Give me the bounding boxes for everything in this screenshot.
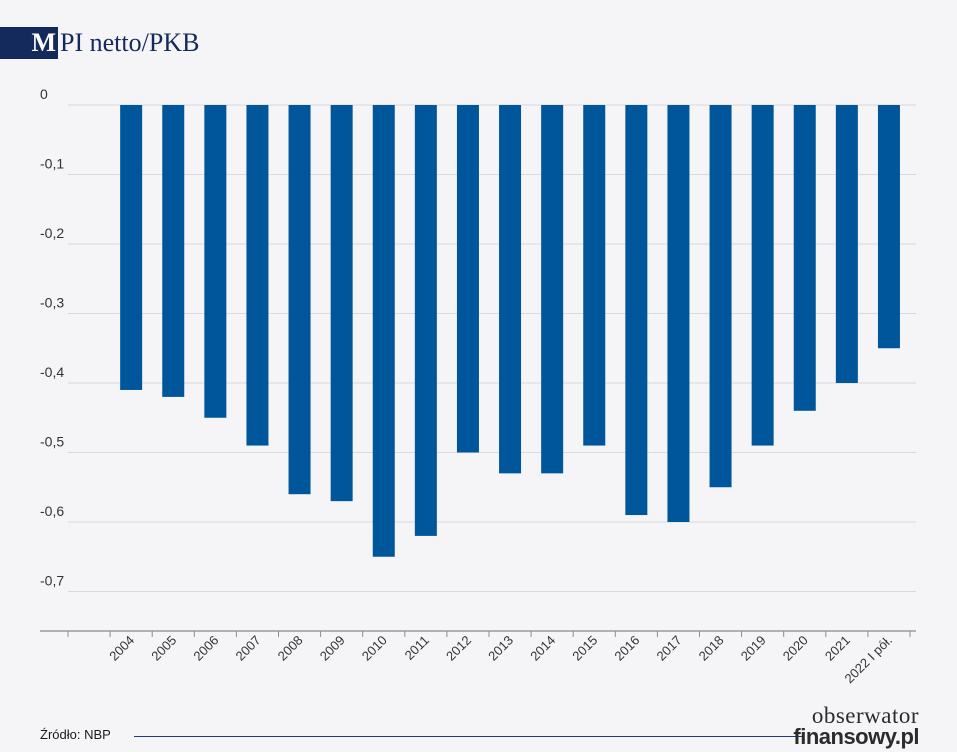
bar xyxy=(541,105,564,474)
bar xyxy=(667,105,690,522)
chart-title: M PI netto/PKB xyxy=(0,27,199,59)
x-tick-label: 2006 xyxy=(190,633,221,664)
y-tick-label: -0,3 xyxy=(40,295,64,311)
y-tick-label: -0,5 xyxy=(40,434,64,450)
y-tick-label: -0,1 xyxy=(40,156,64,172)
x-tick-label: 2015 xyxy=(569,633,600,664)
x-tick-label: 2016 xyxy=(611,633,642,664)
x-tick-label: 2018 xyxy=(696,633,727,664)
bar xyxy=(120,105,143,390)
x-tick-label: 2020 xyxy=(780,633,811,664)
x-tick-label: 2008 xyxy=(275,633,306,664)
bar xyxy=(162,105,185,397)
source-note: Źródło: NBP xyxy=(40,727,111,742)
bar xyxy=(625,105,648,516)
x-tick-label: 2004 xyxy=(106,633,137,664)
bar xyxy=(372,105,395,557)
y-tick-label: -0,6 xyxy=(40,503,64,519)
bar xyxy=(835,105,858,383)
x-tick-label: 2013 xyxy=(485,633,516,664)
logo-top: obserwator xyxy=(811,703,919,728)
bar xyxy=(751,105,774,446)
y-tick-label: 0 xyxy=(40,86,48,102)
bar xyxy=(414,105,437,536)
x-tick-label: 2005 xyxy=(148,633,179,664)
y-tick-label: -0,4 xyxy=(40,364,64,380)
title-text: PI netto/PKB xyxy=(60,28,200,57)
x-tick-label: 2021 xyxy=(822,633,853,664)
bar xyxy=(246,105,269,446)
bar xyxy=(877,105,900,349)
title-badge: M xyxy=(0,27,58,59)
bar xyxy=(499,105,522,474)
y-tick-label: -0,7 xyxy=(40,573,64,589)
bar xyxy=(330,105,353,502)
bar xyxy=(288,105,311,495)
x-tick-label: 2011 xyxy=(402,633,432,663)
bar xyxy=(793,105,816,411)
bar xyxy=(204,105,227,418)
y-tick-label: -0,2 xyxy=(40,225,64,241)
x-tick-label: 2010 xyxy=(359,633,390,664)
bar xyxy=(709,105,732,488)
x-tick-label: 2019 xyxy=(738,633,769,664)
x-tick-label: 2009 xyxy=(317,633,348,664)
x-tick-label: 2012 xyxy=(443,633,474,664)
x-tick-label: 2014 xyxy=(527,633,558,664)
x-tick-label: 2007 xyxy=(233,633,264,664)
bar xyxy=(456,105,479,453)
logo-bottom: finansowy.pl xyxy=(793,723,919,749)
footer-divider xyxy=(134,736,802,737)
x-tick-label: 2017 xyxy=(654,633,685,664)
bar xyxy=(583,105,606,446)
logo: obserwator finansowy.pl xyxy=(793,703,919,749)
